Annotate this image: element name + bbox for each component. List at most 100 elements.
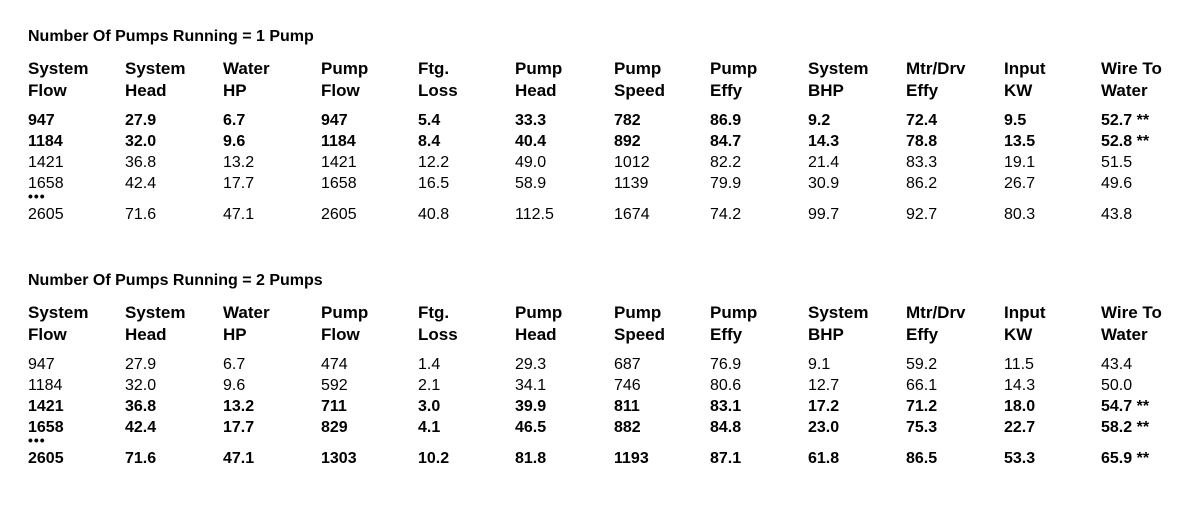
ellipsis-marker: ••• — [28, 432, 46, 448]
header-ftg-loss: Ftg. Loss — [418, 59, 458, 100]
table-row: 1184 32.0 9.6 1184 8.4 40.4 892 84.7 14.… — [28, 131, 1188, 152]
table-row: 1658 42.4 17.7 1658 16.5 58.9 1139 79.9 … — [28, 173, 1188, 194]
header-system-flow: System Flow — [28, 59, 89, 100]
cell-wire-to-water: 65.9 ** — [1101, 450, 1150, 467]
cell-pump-speed: 811 — [614, 398, 640, 415]
cell-pump-effy: 76.9 — [710, 356, 742, 373]
table-row: 1421 36.8 13.2 1421 12.2 49.0 1012 82.2 … — [28, 152, 1188, 173]
cell-pump-speed: 882 — [614, 419, 641, 436]
cell-water-hp: 13.2 — [223, 154, 255, 171]
table-header: System Flow System Head Water HP Pump Fl… — [28, 58, 1188, 104]
cell-pump-effy: 83.1 — [710, 398, 742, 415]
header-input-kw: Input KW — [1004, 59, 1046, 100]
cell-pump-head: 46.5 — [515, 419, 547, 436]
ellipsis-row: ••• — [28, 432, 1188, 448]
cell-ftg-loss: 3.0 — [418, 398, 441, 415]
cell-system-head: 36.8 — [125, 154, 157, 171]
cell-system-flow: 2605 — [28, 450, 64, 467]
header-wire-to-water: Wire To Water — [1101, 303, 1162, 344]
cell-wire-to-water: 58.2 ** — [1101, 419, 1150, 436]
cell-water-hp: 47.1 — [223, 450, 255, 467]
cell-water-hp: 6.7 — [223, 112, 246, 129]
cell-system-head: 32.0 — [125, 133, 157, 150]
cell-pump-speed: 1012 — [614, 154, 650, 171]
cell-input-kw: 9.5 — [1004, 112, 1027, 129]
table-row: 947 27.9 6.7 474 1.4 29.3 687 76.9 9.1 5… — [28, 354, 1188, 375]
cell-pump-flow: 592 — [321, 377, 348, 394]
cell-system-head: 32.0 — [125, 377, 157, 394]
cell-pump-effy: 84.8 — [710, 419, 742, 436]
cell-system-flow: 947 — [28, 356, 55, 373]
cell-pump-head: 58.9 — [515, 175, 547, 192]
cell-system-head: 71.6 — [125, 450, 157, 467]
cell-wire-to-water: 51.5 — [1101, 154, 1133, 171]
pumps-1-section: Number Of Pumps Running = 1 Pump System … — [28, 26, 1188, 225]
header-system-bhp: System BHP — [808, 59, 869, 100]
cell-wire-to-water: 49.6 — [1101, 175, 1133, 192]
cell-water-hp: 9.6 — [223, 133, 246, 150]
cell-mtr-drv-effy: 66.1 — [906, 377, 938, 394]
cell-ftg-loss: 1.4 — [418, 356, 441, 373]
cell-wire-to-water: 52.8 ** — [1101, 133, 1150, 150]
cell-pump-head: 81.8 — [515, 450, 547, 467]
header-system-head: System Head — [125, 59, 186, 100]
cell-pump-flow: 947 — [321, 112, 348, 129]
header-input-kw: Input KW — [1004, 303, 1046, 344]
cell-wire-to-water: 43.4 — [1101, 356, 1133, 373]
cell-system-bhp: 21.4 — [808, 154, 840, 171]
cell-ftg-loss: 5.4 — [418, 112, 441, 129]
header-mtr-drv-effy: Mtr/Drv Effy — [906, 59, 966, 100]
cell-input-kw: 53.3 — [1004, 450, 1036, 467]
table-row: 2605 71.6 47.1 2605 40.8 112.5 1674 74.2… — [28, 204, 1188, 225]
header-pump-flow: Pump Flow — [321, 303, 369, 344]
cell-system-bhp: 23.0 — [808, 419, 840, 436]
cell-mtr-drv-effy: 86.5 — [906, 450, 938, 467]
cell-pump-flow: 829 — [321, 419, 348, 436]
cell-input-kw: 19.1 — [1004, 154, 1036, 171]
cell-system-flow: 947 — [28, 112, 55, 129]
cell-mtr-drv-effy: 92.7 — [906, 206, 938, 223]
cell-system-head: 27.9 — [125, 356, 157, 373]
cell-pump-speed: 892 — [614, 133, 641, 150]
cell-pump-head: 34.1 — [515, 377, 547, 394]
header-water-hp: Water HP — [223, 59, 270, 100]
cell-pump-speed: 1193 — [614, 450, 649, 467]
cell-mtr-drv-effy: 83.3 — [906, 154, 938, 171]
cell-system-bhp: 9.1 — [808, 356, 831, 373]
cell-input-kw: 80.3 — [1004, 206, 1036, 223]
cell-system-bhp: 30.9 — [808, 175, 840, 192]
cell-input-kw: 13.5 — [1004, 133, 1036, 150]
cell-pump-effy: 80.6 — [710, 377, 742, 394]
cell-system-bhp: 99.7 — [808, 206, 840, 223]
header-system-head: System Head — [125, 303, 186, 344]
cell-pump-head: 49.0 — [515, 154, 547, 171]
cell-ftg-loss: 4.1 — [418, 419, 441, 436]
cell-system-flow: 1658 — [28, 175, 64, 192]
header-system-flow: System Flow — [28, 303, 89, 344]
cell-system-head: 27.9 — [125, 112, 157, 129]
cell-ftg-loss: 10.2 — [418, 450, 450, 467]
header-pump-effy: Pump Effy — [710, 59, 758, 100]
cell-system-bhp: 9.2 — [808, 112, 831, 129]
cell-input-kw: 14.3 — [1004, 377, 1036, 394]
cell-system-flow: 2605 — [28, 206, 64, 223]
cell-pump-flow: 1421 — [321, 154, 357, 171]
ellipsis-marker: ••• — [28, 188, 46, 204]
cell-water-hp: 9.6 — [223, 377, 246, 394]
cell-pump-flow: 1184 — [321, 133, 356, 150]
cell-pump-head: 29.3 — [515, 356, 547, 373]
cell-pump-flow: 711 — [321, 398, 347, 415]
section-title: Number Of Pumps Running = 1 Pump — [28, 28, 314, 45]
header-system-bhp: System BHP — [808, 303, 869, 344]
cell-pump-speed: 1674 — [614, 206, 650, 223]
cell-system-flow: 1658 — [28, 419, 64, 436]
cell-pump-speed: 687 — [614, 356, 641, 373]
cell-water-hp: 17.7 — [223, 175, 255, 192]
header-pump-speed: Pump Speed — [614, 59, 666, 100]
cell-pump-effy: 82.2 — [710, 154, 742, 171]
cell-mtr-drv-effy: 75.3 — [906, 419, 938, 436]
cell-pump-effy: 86.9 — [710, 112, 742, 129]
header-pump-speed: Pump Speed — [614, 303, 666, 344]
cell-system-flow: 1421 — [28, 154, 64, 171]
table-row: 1421 36.8 13.2 711 3.0 39.9 811 83.1 17.… — [28, 396, 1188, 417]
